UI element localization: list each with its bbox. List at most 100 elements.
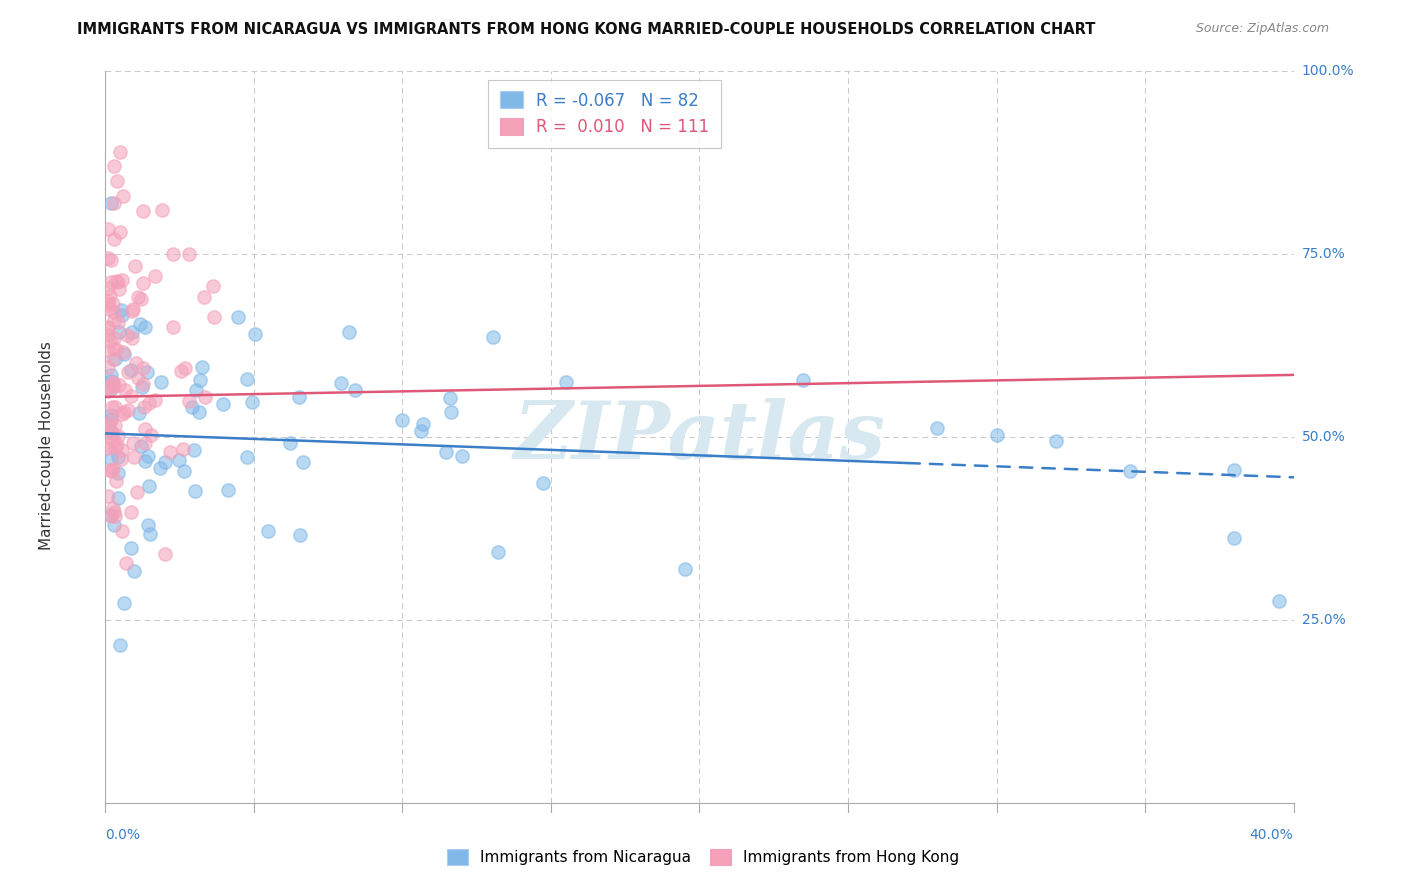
- Point: [121, 304, 143, 318]
- Point: [792, 373, 814, 387]
- Point: [240, 395, 263, 409]
- Text: 50.0%: 50.0%: [1302, 430, 1346, 444]
- Point: [101, 375, 124, 389]
- Point: [107, 315, 129, 329]
- Point: [211, 397, 233, 411]
- Text: 40.0%: 40.0%: [1250, 828, 1294, 842]
- Point: [162, 247, 184, 261]
- Point: [131, 380, 153, 394]
- Point: [131, 203, 153, 218]
- Point: [434, 445, 457, 459]
- Point: [103, 160, 125, 174]
- Point: [217, 483, 239, 498]
- Point: [169, 364, 191, 378]
- Point: [1223, 531, 1246, 545]
- Point: [172, 442, 194, 456]
- Point: [107, 275, 129, 289]
- Point: [153, 547, 176, 561]
- Point: [127, 290, 149, 304]
- Point: [101, 297, 124, 311]
- Point: [132, 276, 155, 290]
- Point: [120, 389, 142, 403]
- Point: [103, 433, 125, 447]
- Point: [112, 596, 135, 610]
- Point: [100, 409, 122, 423]
- Text: 0.0%: 0.0%: [105, 828, 141, 842]
- Point: [153, 455, 176, 469]
- Point: [97, 296, 120, 310]
- Point: [97, 320, 120, 334]
- Point: [107, 467, 129, 481]
- Point: [673, 562, 696, 576]
- Point: [105, 174, 128, 188]
- Point: [184, 384, 207, 398]
- Point: [101, 400, 124, 414]
- Point: [440, 404, 463, 418]
- Point: [100, 382, 122, 396]
- Point: [139, 428, 162, 442]
- Text: Source: ZipAtlas.com: Source: ZipAtlas.com: [1195, 22, 1329, 36]
- Point: [103, 462, 125, 476]
- Point: [114, 383, 136, 397]
- Point: [105, 474, 128, 488]
- Point: [129, 439, 152, 453]
- Point: [100, 275, 122, 289]
- Point: [136, 365, 159, 379]
- Point: [97, 293, 120, 308]
- Point: [139, 527, 162, 541]
- Point: [183, 442, 205, 457]
- Point: [103, 305, 125, 319]
- Point: [103, 518, 125, 533]
- Point: [100, 413, 122, 427]
- Point: [104, 440, 127, 454]
- Point: [450, 449, 472, 463]
- Point: [149, 375, 172, 389]
- Point: [177, 393, 200, 408]
- Point: [101, 500, 124, 515]
- Point: [97, 438, 120, 452]
- Point: [486, 545, 509, 559]
- Point: [180, 400, 202, 414]
- Point: [98, 288, 121, 302]
- Point: [107, 429, 129, 443]
- Point: [236, 450, 259, 465]
- Point: [128, 406, 150, 420]
- Point: [97, 423, 120, 437]
- Point: [986, 427, 1008, 442]
- Point: [104, 401, 127, 415]
- Point: [134, 320, 156, 334]
- Point: [100, 374, 122, 388]
- Point: [174, 361, 197, 376]
- Point: [97, 301, 120, 316]
- Point: [100, 451, 122, 466]
- Point: [107, 491, 129, 505]
- Point: [108, 282, 131, 296]
- Text: IMMIGRANTS FROM NICARAGUA VS IMMIGRANTS FROM HONG KONG MARRIED-COUPLE HOUSEHOLDS: IMMIGRANTS FROM NICARAGUA VS IMMIGRANTS …: [77, 22, 1095, 37]
- Point: [278, 436, 301, 450]
- Point: [927, 421, 949, 435]
- Point: [97, 343, 120, 357]
- Point: [103, 331, 125, 345]
- Point: [132, 376, 155, 391]
- Point: [143, 268, 166, 283]
- Point: [100, 508, 122, 522]
- Point: [120, 506, 142, 520]
- Point: [101, 352, 124, 367]
- Point: [104, 508, 127, 523]
- Point: [162, 320, 184, 334]
- Point: [173, 464, 195, 478]
- Point: [179, 247, 201, 261]
- Point: [122, 436, 145, 450]
- Text: Married-couple Households: Married-couple Households: [39, 342, 53, 550]
- Point: [1045, 434, 1067, 448]
- Point: [256, 524, 278, 538]
- Point: [121, 331, 143, 345]
- Legend: Immigrants from Nicaragua, Immigrants from Hong Kong: Immigrants from Nicaragua, Immigrants fr…: [440, 843, 966, 871]
- Point: [97, 251, 120, 265]
- Point: [149, 460, 172, 475]
- Point: [134, 436, 156, 450]
- Point: [129, 318, 152, 332]
- Point: [107, 378, 129, 392]
- Point: [117, 365, 139, 379]
- Point: [97, 384, 120, 398]
